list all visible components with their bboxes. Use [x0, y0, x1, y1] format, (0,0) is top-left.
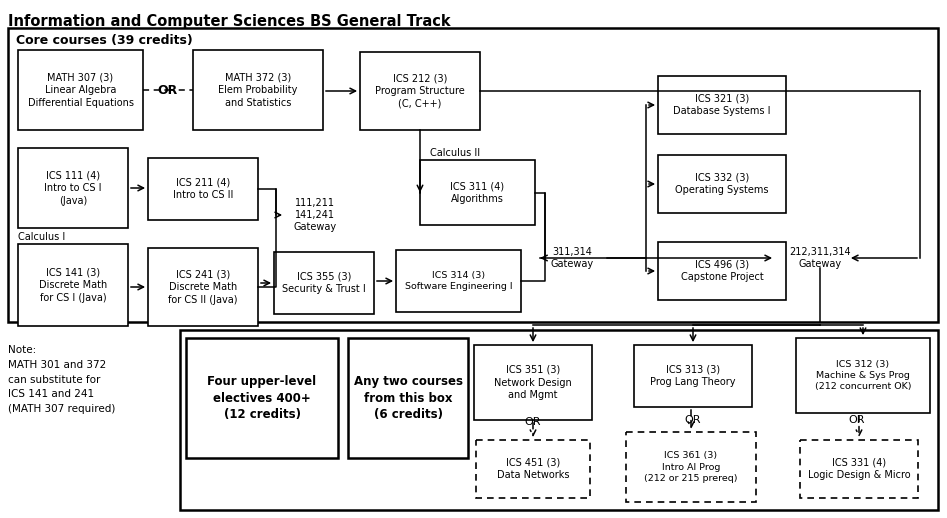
Text: ICS 211 (4)
Intro to CS II: ICS 211 (4) Intro to CS II [172, 178, 233, 200]
Text: ICS 314 (3)
Software Engineering I: ICS 314 (3) Software Engineering I [404, 271, 512, 291]
Text: MATH 307 (3)
Linear Algebra
Differential Equations: MATH 307 (3) Linear Algebra Differential… [27, 72, 134, 108]
FancyBboxPatch shape [348, 338, 468, 458]
FancyBboxPatch shape [8, 28, 938, 322]
FancyBboxPatch shape [474, 345, 592, 420]
Text: ICS 321 (3)
Database Systems I: ICS 321 (3) Database Systems I [673, 94, 771, 117]
Text: Core courses (39 credits): Core courses (39 credits) [16, 34, 193, 47]
FancyBboxPatch shape [18, 50, 143, 130]
Text: ICS 312 (3)
Machine & Sys Prog
(212 concurrent OK): ICS 312 (3) Machine & Sys Prog (212 conc… [814, 359, 911, 392]
Text: OR: OR [849, 415, 866, 425]
Text: Calculus II: Calculus II [430, 148, 480, 158]
FancyBboxPatch shape [193, 50, 323, 130]
FancyBboxPatch shape [626, 432, 756, 502]
FancyBboxPatch shape [396, 250, 521, 312]
Text: Calculus I: Calculus I [18, 232, 65, 242]
FancyBboxPatch shape [420, 160, 535, 225]
Text: 212,311,314
Gateway: 212,311,314 Gateway [789, 247, 850, 269]
FancyBboxPatch shape [658, 242, 786, 300]
Text: ICS 313 (3)
Prog Lang Theory: ICS 313 (3) Prog Lang Theory [651, 365, 736, 387]
FancyBboxPatch shape [18, 148, 128, 228]
Text: ICS 351 (3)
Network Design
and Mgmt: ICS 351 (3) Network Design and Mgmt [494, 365, 572, 400]
Text: MATH 372 (3)
Elem Probability
and Statistics: MATH 372 (3) Elem Probability and Statis… [219, 72, 297, 108]
Text: ICS 141 (3)
Discrete Math
for CS I (Java): ICS 141 (3) Discrete Math for CS I (Java… [39, 267, 107, 303]
FancyBboxPatch shape [360, 52, 480, 130]
Text: ICS 111 (4)
Intro to CS I
(Java): ICS 111 (4) Intro to CS I (Java) [45, 170, 101, 206]
FancyBboxPatch shape [148, 248, 258, 326]
Text: ICS 355 (3)
Security & Trust I: ICS 355 (3) Security & Trust I [282, 271, 366, 294]
Text: Four upper-level
electives 400+
(12 credits): Four upper-level electives 400+ (12 cred… [207, 375, 316, 421]
Text: OR: OR [525, 417, 542, 427]
Text: OR: OR [685, 415, 701, 425]
Text: ICS 451 (3)
Data Networks: ICS 451 (3) Data Networks [497, 457, 569, 480]
Text: Note:
MATH 301 and 372
can substitute for
ICS 141 and 241
(MATH 307 required): Note: MATH 301 and 372 can substitute fo… [8, 345, 116, 414]
Text: ICS 331 (4)
Logic Design & Micro: ICS 331 (4) Logic Design & Micro [808, 457, 910, 480]
Text: ICS 332 (3)
Operating Systems: ICS 332 (3) Operating Systems [675, 172, 769, 195]
Text: OR: OR [158, 83, 178, 96]
FancyBboxPatch shape [274, 252, 374, 314]
FancyBboxPatch shape [476, 440, 590, 498]
FancyBboxPatch shape [180, 330, 938, 510]
Text: ICS 361 (3)
Intro AI Prog
(212 or 215 prereq): ICS 361 (3) Intro AI Prog (212 or 215 pr… [644, 451, 738, 483]
Text: Any two courses
from this box
(6 credits): Any two courses from this box (6 credits… [353, 375, 462, 421]
FancyBboxPatch shape [658, 155, 786, 213]
Text: ICS 212 (3)
Program Structure
(C, C++): ICS 212 (3) Program Structure (C, C++) [375, 73, 465, 109]
Text: ICS 241 (3)
Discrete Math
for CS II (Java): ICS 241 (3) Discrete Math for CS II (Jav… [169, 269, 238, 305]
FancyBboxPatch shape [186, 338, 338, 458]
FancyBboxPatch shape [634, 345, 752, 407]
FancyBboxPatch shape [796, 338, 930, 413]
FancyBboxPatch shape [18, 244, 128, 326]
Text: Information and Computer Sciences BS General Track: Information and Computer Sciences BS Gen… [8, 14, 451, 29]
FancyBboxPatch shape [658, 76, 786, 134]
FancyBboxPatch shape [800, 440, 918, 498]
Text: ICS 311 (4)
Algorithms: ICS 311 (4) Algorithms [451, 181, 505, 204]
FancyBboxPatch shape [148, 158, 258, 220]
Text: ICS 496 (3)
Capstone Project: ICS 496 (3) Capstone Project [681, 260, 763, 282]
Text: 111,211
141,241
Gateway: 111,211 141,241 Gateway [294, 197, 336, 233]
Text: 311,314
Gateway: 311,314 Gateway [550, 247, 594, 269]
